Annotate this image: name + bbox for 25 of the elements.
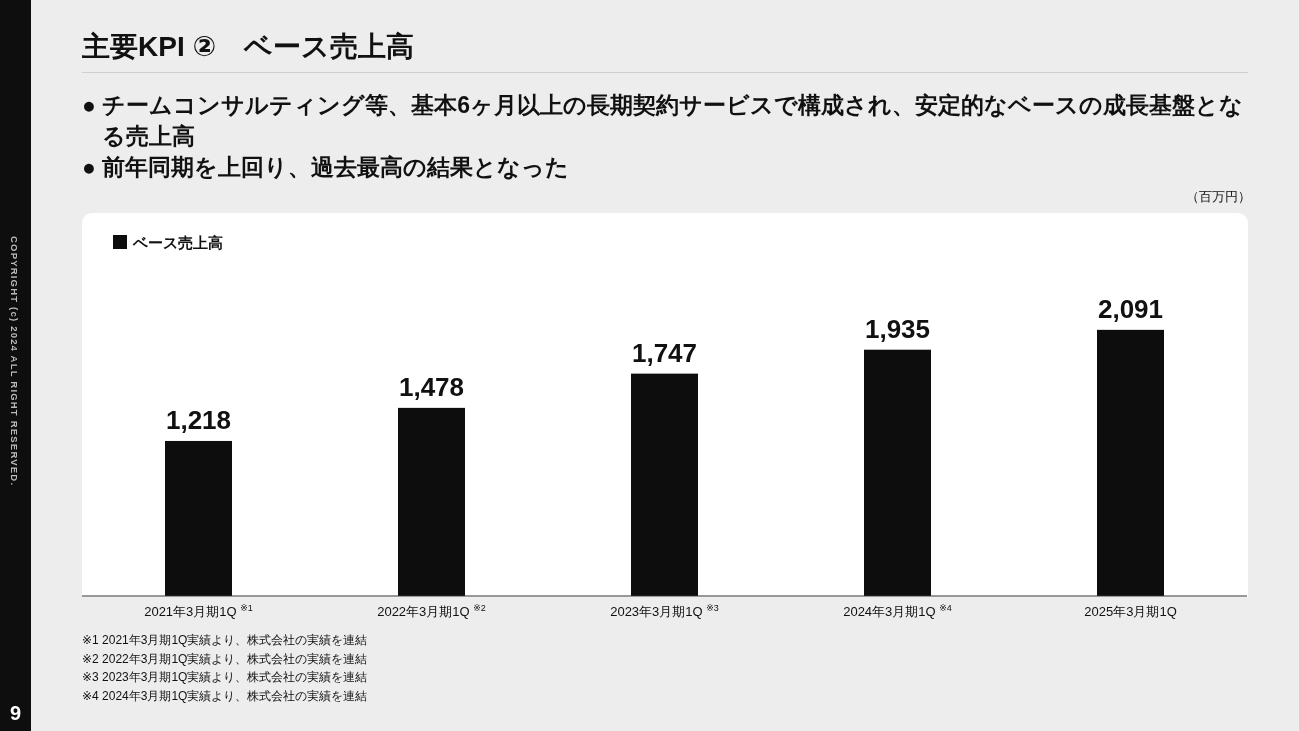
text: COPYRIGHT (c) 2024 ALL RIGHT RESERVED. (9, 236, 20, 487)
chart-title: 主要KPI ② ベース売上高 (82, 30, 415, 64)
text: ※2 2022年3月期1Q実績より、株式会社の実績を連結 (82, 650, 368, 668)
legend-label: ベース売上高 (132, 234, 223, 251)
bar (631, 373, 698, 596)
bar (1097, 329, 1164, 596)
text: 9 (8, 702, 23, 725)
x-tick-label: 2021年3月期1Q $^{※1}$ (144, 603, 253, 619)
data-label: 1,478 (398, 371, 465, 402)
x-tick-label: 2024年3月期1Q $^{※4}$ (843, 603, 952, 619)
text: ※3 2023年3月期1Q実績より、株式会社の実績を連結 (82, 669, 368, 686)
x-tick-label: 2025年3月期1Q (1084, 604, 1177, 619)
data-label: 2,091 (1097, 293, 1164, 324)
bar (864, 349, 931, 596)
text: （百万円） (1186, 188, 1251, 206)
text: ※1 2021年3月期1Q実績より、株式会社の実績を連結 (82, 632, 368, 649)
text: ※4 2024年3月期1Q実績より、株式会社の実績を連結 (82, 687, 368, 705)
data-label: 1,747 (631, 337, 698, 368)
x-tick-label: 2023年3月期1Q $^{※3}$ (610, 603, 719, 619)
data-label: 1,935 (864, 313, 931, 344)
chart-subtitle: ● チームコンサルティング等、基本6ヶ月以上の長期契約サービスで構成され、安定的なベースの成長基盤となる売上高 ● 前年同期を上回り、過去最高の結果となった (82, 91, 1245, 182)
bar (398, 407, 465, 596)
bar (165, 440, 232, 596)
data-label: 1,218 (165, 404, 232, 435)
x-tick-label: 2022年3月期1Q $^{※2}$ (377, 603, 486, 619)
